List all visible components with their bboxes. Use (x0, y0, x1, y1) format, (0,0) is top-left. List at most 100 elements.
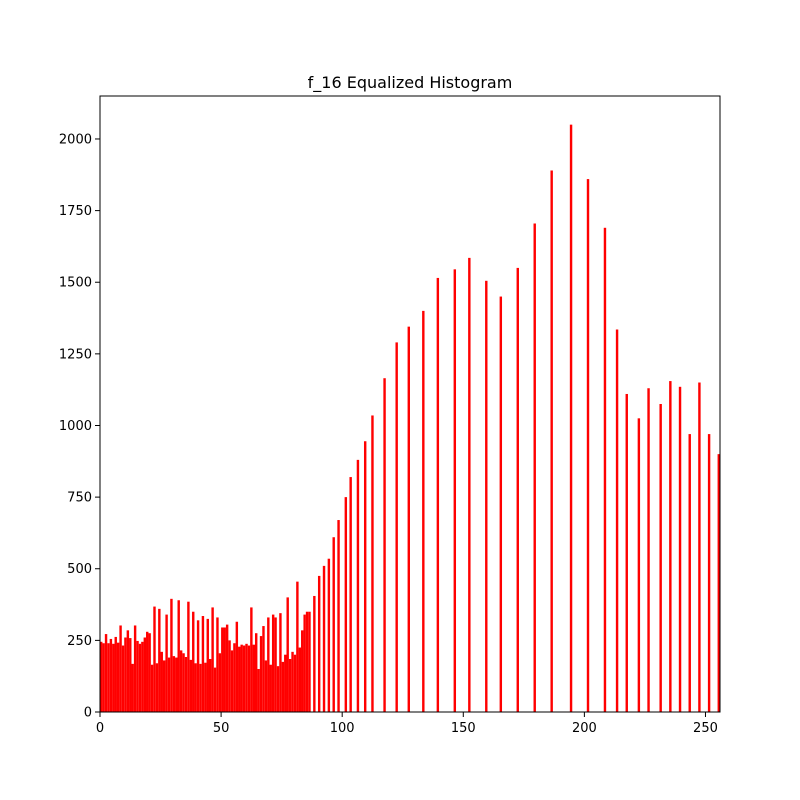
y-tick-label: 1250 (59, 347, 92, 362)
histogram-bar (110, 639, 112, 712)
histogram-bar (323, 566, 325, 712)
y-tick-label: 750 (67, 491, 92, 506)
histogram-bar (604, 228, 606, 712)
histogram-bar (190, 660, 192, 712)
histogram-bar (260, 636, 262, 712)
histogram-bar (485, 281, 487, 712)
histogram-bar (337, 520, 339, 712)
histogram-bar (156, 663, 158, 712)
y-tick-label: 0 (84, 706, 92, 721)
histogram-bar (197, 620, 199, 712)
histogram-bar (708, 434, 710, 712)
histogram-bar (303, 615, 305, 712)
histogram-bar (357, 460, 359, 712)
histogram-bar (253, 645, 255, 712)
histogram-bar (550, 170, 552, 712)
histogram-bar (669, 381, 671, 712)
histogram-bar (221, 627, 223, 712)
histogram-bar (282, 662, 284, 712)
histogram-bar (265, 660, 267, 712)
histogram-bar (226, 625, 228, 712)
histogram-bar (148, 633, 150, 712)
y-tick-label: 250 (67, 634, 92, 649)
histogram-bar (616, 330, 618, 712)
histogram-bar (626, 394, 628, 712)
histogram-bar (587, 179, 589, 712)
histogram-bar (182, 653, 184, 712)
x-tick-label: 150 (451, 721, 476, 736)
histogram-bar (240, 645, 242, 712)
histogram-bar (122, 646, 124, 712)
histogram-bar (216, 617, 218, 712)
histogram-bar (245, 644, 247, 712)
histogram-bar (468, 258, 470, 712)
histogram-bar (151, 665, 153, 712)
histogram-bar (153, 607, 155, 712)
histogram-bar (144, 638, 146, 712)
histogram-bar (698, 383, 700, 712)
histogram-bar (286, 597, 288, 712)
histogram-bar (233, 643, 235, 712)
histogram-bar (270, 665, 272, 712)
histogram-bar (349, 477, 351, 712)
histogram-bar (209, 659, 211, 712)
histogram-bar (659, 404, 661, 712)
x-tick-label: 50 (213, 721, 230, 736)
histogram-bar (279, 613, 281, 712)
histogram-bar (647, 388, 649, 712)
histogram-bar (422, 311, 424, 712)
histogram-bar (294, 655, 296, 712)
histogram-bar (255, 633, 257, 712)
histogram-bar (454, 269, 456, 712)
histogram-bar (289, 659, 291, 712)
histogram-bar (158, 609, 160, 712)
histogram-bar (178, 600, 180, 712)
y-tick-label: 2000 (59, 132, 92, 147)
histogram-bar (134, 625, 136, 712)
y-tick-label: 1000 (59, 419, 92, 434)
histogram-bar (517, 268, 519, 712)
histogram-bar (119, 625, 121, 712)
histogram-bar (207, 619, 209, 712)
histogram-bar (383, 378, 385, 712)
histogram-bar (139, 644, 141, 712)
histogram-bar (187, 602, 189, 712)
histogram-bar (165, 615, 167, 712)
histogram-bar (141, 642, 143, 712)
histogram-bar (105, 634, 107, 712)
histogram-bar (277, 666, 279, 712)
histogram-bar (345, 497, 347, 712)
histogram-bar (437, 278, 439, 712)
histogram-bar (236, 622, 238, 712)
histogram-bar (638, 418, 640, 712)
histogram-bar (199, 664, 201, 712)
histogram-bar (107, 643, 109, 712)
histogram-bar (248, 646, 250, 712)
histogram-bar (224, 627, 226, 712)
x-tick-label: 200 (572, 721, 597, 736)
histogram-bar (408, 327, 410, 712)
histogram-bar (192, 612, 194, 712)
histogram-bar (284, 655, 286, 712)
x-tick-label: 0 (96, 721, 104, 736)
histogram-bar (204, 663, 206, 712)
histogram-bar (194, 663, 196, 712)
histogram-bar (272, 615, 274, 712)
histogram-bar (219, 653, 221, 712)
histogram-bar (570, 125, 572, 712)
histogram-bar (301, 630, 303, 712)
histogram-bar (211, 607, 213, 712)
histogram-bar (112, 644, 114, 712)
histogram-bar (306, 612, 308, 712)
histogram-bar (250, 607, 252, 712)
histogram-bar (313, 596, 315, 712)
y-tick-label: 1750 (59, 204, 92, 219)
histogram-bar (129, 638, 131, 712)
histogram-bar (173, 656, 175, 712)
histogram-bar (500, 297, 502, 712)
histogram-bar (231, 650, 233, 712)
histogram-bar (185, 657, 187, 712)
histogram-bar (291, 652, 293, 712)
histogram-bar (124, 638, 126, 712)
